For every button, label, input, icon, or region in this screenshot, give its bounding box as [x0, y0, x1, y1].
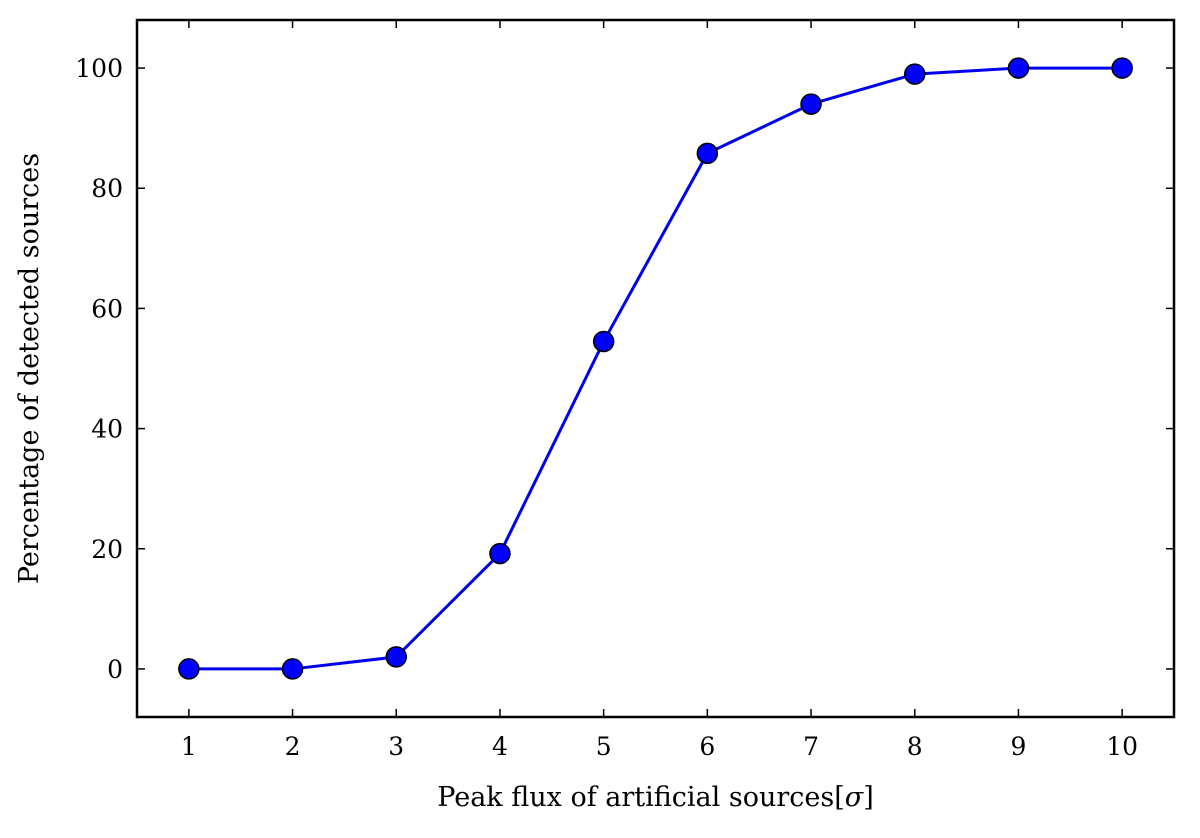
data-point: [1111, 57, 1133, 79]
series-line: [188, 66, 1123, 671]
y-tick-label: 20: [91, 535, 123, 564]
data-point: [385, 646, 407, 668]
x-tick-label: 10: [1106, 732, 1138, 761]
x-tick-label: 3: [388, 732, 404, 761]
data-point: [696, 142, 719, 165]
marker-layer: [178, 57, 1133, 680]
x-tick-label: 9: [1010, 732, 1026, 761]
y-tick-label: 100: [75, 54, 123, 83]
series-layer: [188, 66, 1123, 671]
data-point: [1007, 57, 1030, 79]
x-tick-label: 1: [181, 732, 197, 761]
y-tick-label: 60: [91, 294, 123, 323]
axes-frame: [135, 18, 1176, 719]
y-tick-label: 40: [91, 415, 123, 444]
data-point: [489, 542, 511, 565]
x-tick-label: 2: [285, 732, 301, 761]
x-tick-label: 5: [596, 732, 612, 761]
data-point: [800, 93, 822, 115]
x-tick-label: 6: [699, 732, 715, 761]
data-point: [178, 658, 200, 680]
x-axis-label: Peak flux of artificial sources[σ]: [437, 782, 873, 813]
data-point: [281, 658, 304, 680]
x-tick-label: 7: [803, 732, 819, 761]
x-axis-sigma-symbol: σ: [845, 782, 865, 813]
data-point: [904, 63, 926, 85]
x-tick-label: 8: [907, 732, 923, 761]
data-point: [592, 330, 615, 353]
y-axis-label: Percentage of detected sources: [14, 153, 45, 584]
x-tick-label: 4: [492, 732, 508, 761]
y-tick-label: 80: [91, 174, 123, 203]
y-tick-label: 0: [107, 655, 123, 684]
